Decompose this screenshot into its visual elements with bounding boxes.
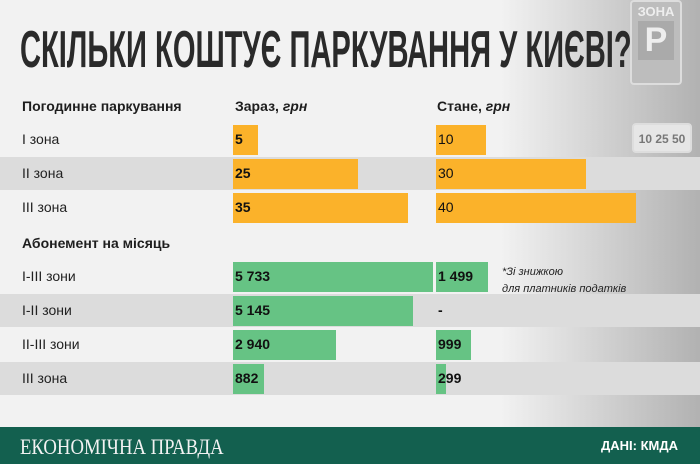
now-bar (233, 125, 258, 155)
row-label: І-ІІ зони (22, 302, 72, 318)
future-bar (436, 125, 486, 155)
data-source: ДАНІ: КМДА (600, 438, 678, 453)
row-label: ІІ-ІІІ зони (22, 336, 80, 352)
chart-row: І-ІІІ зони 5 733 1 499 (0, 260, 700, 293)
future-bar (436, 262, 489, 292)
chart-row: І-ІІ зони 5 145 - (0, 294, 700, 327)
future-bar (436, 159, 586, 189)
row-label: ІІ зона (22, 165, 64, 181)
page-title: СКІЛЬКИ КОШТУЄ ПАРКУВАННЯ У КИЄВІ? (20, 21, 632, 79)
now-value-label: 5 (235, 131, 243, 147)
now-bar (233, 330, 336, 360)
chart-row: ІІІ зона 882 299 (0, 362, 700, 395)
now-bar (233, 193, 408, 223)
future-value-label: 10 (438, 131, 454, 147)
row-label: І зона (22, 131, 60, 147)
now-value-label: 35 (235, 199, 251, 215)
future-column-header: Стане, грн (437, 98, 511, 114)
future-value-label: 299 (438, 370, 462, 386)
future-value-label: 30 (438, 165, 454, 181)
now-bar (233, 159, 358, 189)
now-bar (233, 364, 264, 394)
now-value-label: 5 733 (235, 268, 271, 284)
footer: ЕКОНОМІЧНА ПРАВДА ДАНІ: КМДА (0, 427, 700, 464)
discount-note: *Зі знижкою для платників податків (502, 266, 627, 295)
chart-row: ІІІ зона 35 40 (0, 191, 700, 224)
now-value-label: 5 145 (235, 302, 271, 318)
future-value-label: 1 499 (438, 268, 474, 284)
hourly-heading: Погодинне паркування (22, 98, 182, 114)
parking-sign: ЗОНА P (630, 0, 682, 85)
chart-row: І зона 5 10 (0, 123, 700, 156)
future-bar (436, 364, 447, 394)
now-column-header: Зараз, грн (235, 98, 308, 114)
row-label: ІІІ зона (22, 199, 68, 215)
future-value-label: 40 (438, 199, 454, 215)
now-value-label: 2 940 (235, 336, 271, 352)
sign-zone-text: ЗОНА (637, 4, 675, 19)
future-value-label: - (438, 302, 443, 318)
rates-sign: 10 25 50 (632, 123, 692, 153)
chart-row: ІІ-ІІІ зони 2 940 999 (0, 328, 700, 361)
monthly-heading: Абонемент на місяць (22, 235, 171, 251)
brand-logo: ЕКОНОМІЧНА ПРАВДА (20, 434, 224, 459)
row-label: І-ІІІ зони (22, 268, 76, 284)
now-bar (233, 296, 413, 326)
now-value-label: 25 (235, 165, 251, 181)
now-value-label: 882 (235, 370, 259, 386)
sign-p-text: P (638, 21, 674, 60)
future-value-label: 999 (438, 336, 462, 352)
future-bar (436, 193, 636, 223)
now-bar (233, 262, 434, 292)
row-label: ІІІ зона (22, 370, 68, 386)
future-bar (436, 330, 471, 360)
chart-row: ІІ зона 25 30 (0, 157, 700, 190)
